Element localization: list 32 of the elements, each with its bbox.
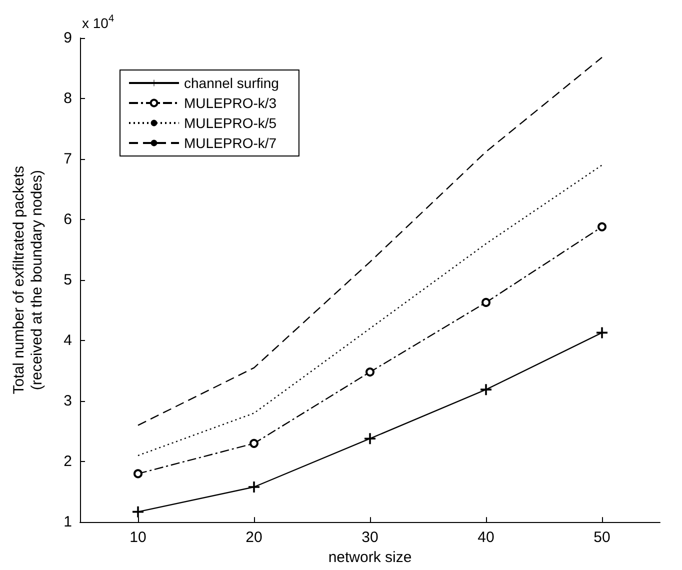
y-tick-label: 5	[64, 272, 72, 289]
y-tick-label: 7	[64, 150, 72, 168]
y-tick-label: 8	[64, 90, 72, 108]
y-tick-label: 6	[64, 211, 72, 228]
point	[364, 433, 376, 444]
point	[366, 368, 374, 377]
point	[248, 482, 260, 493]
x-tick-label: 50	[594, 529, 610, 546]
line-series	[137, 56, 603, 426]
point	[480, 384, 492, 396]
x-tick-label: 40	[478, 529, 494, 546]
x-tick-label: 10	[130, 529, 146, 546]
y-tick-label: 9	[64, 30, 72, 46]
y-tick-label: 2	[64, 453, 72, 470]
legend-label: channel surfing	[184, 75, 279, 91]
x-tick-label: 30	[362, 529, 378, 546]
point	[598, 222, 606, 232]
point	[250, 438, 258, 448]
y-tick-label: 4	[64, 332, 72, 350]
point	[482, 298, 490, 307]
y-axis-title: Total number of exfiltrated packets (received at the boundary nodes)	[10, 166, 46, 394]
line-series	[137, 164, 603, 456]
y-tick-label: 3	[64, 392, 72, 410]
y-tick-label: 1	[64, 514, 72, 531]
legend-label: MULEPRO-k/7	[184, 135, 277, 151]
x-axis-title: network size	[328, 549, 412, 566]
point	[596, 327, 608, 338]
x-tick-label: 20	[246, 529, 262, 546]
legend-label: MULEPRO-k/3	[184, 95, 277, 111]
point	[132, 506, 144, 518]
legend-label: MULEPRO-k/5	[184, 115, 277, 131]
point	[134, 469, 142, 478]
